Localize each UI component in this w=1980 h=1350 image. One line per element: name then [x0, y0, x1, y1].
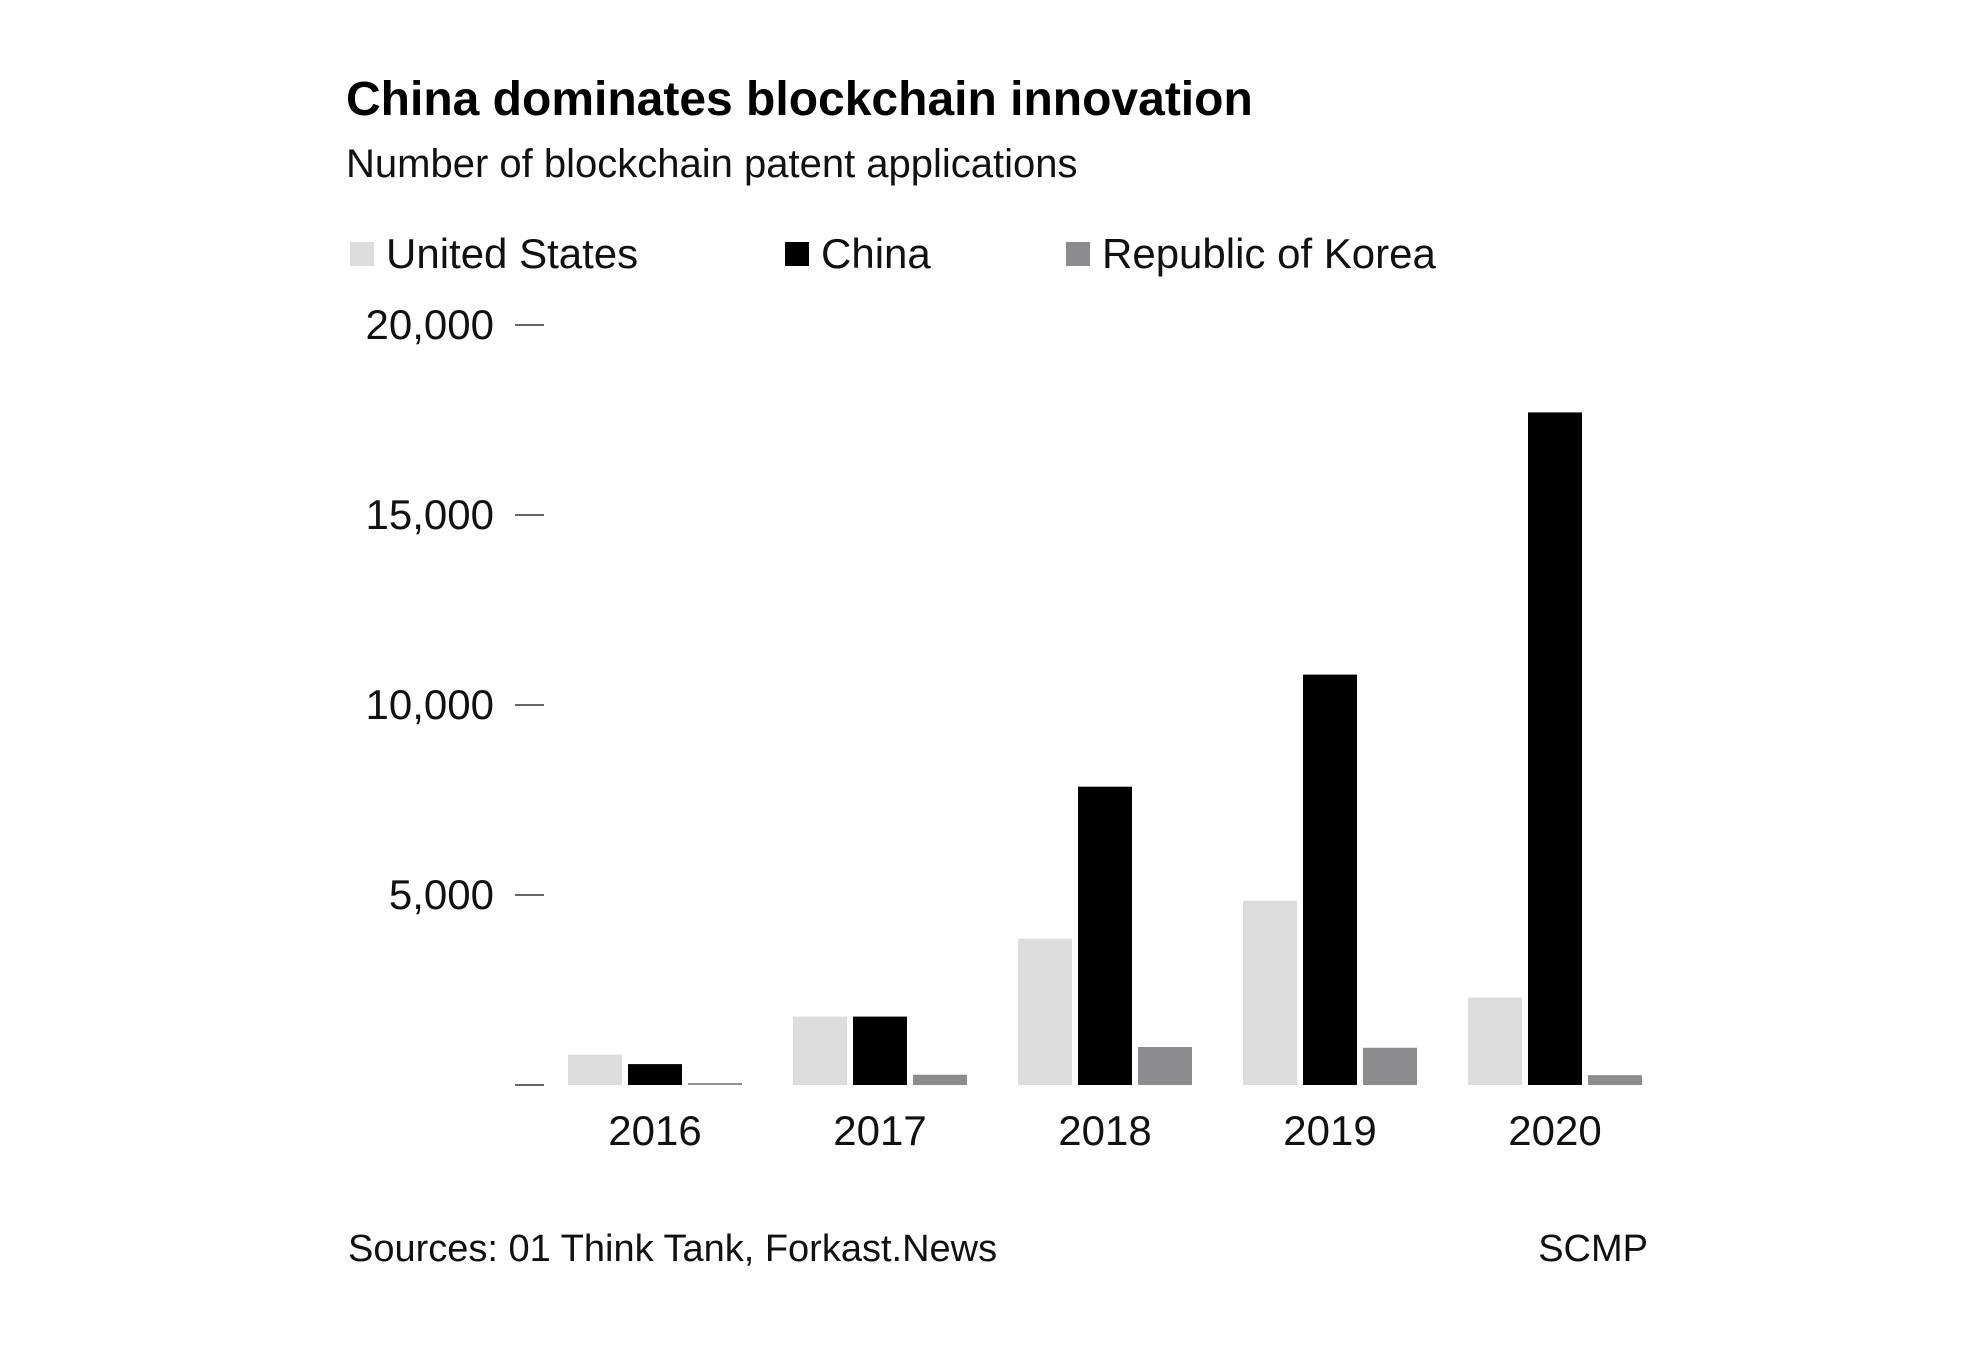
- bar-china-2019: [1303, 674, 1357, 1085]
- x-tick-label-2017: 2017: [833, 1107, 926, 1154]
- x-tick-label-2016: 2016: [608, 1107, 701, 1154]
- source-note: Sources: 01 Think Tank, Forkast.News: [348, 1228, 998, 1270]
- bar-republic-of-korea-2018: [1138, 1047, 1192, 1085]
- bar-republic-of-korea-2016: [688, 1083, 742, 1085]
- bar-republic-of-korea-2019: [1363, 1047, 1417, 1085]
- bar-united-states-2019: [1243, 900, 1297, 1085]
- bar-republic-of-korea-2020: [1588, 1075, 1642, 1085]
- bar-united-states-2017: [793, 1016, 847, 1085]
- legend-swatch-united-states: [350, 242, 374, 266]
- y-tick-label-5000: 5,000: [389, 871, 494, 918]
- legend-swatch-china: [785, 242, 809, 266]
- legend-item-united-states: United States: [350, 226, 638, 282]
- legend-label-china: China: [821, 230, 931, 277]
- legend-swatch-republic-of-korea: [1066, 242, 1090, 266]
- legend-item-china: China: [785, 226, 931, 282]
- legend-label-republic-of-korea: Republic of Korea: [1102, 230, 1436, 277]
- y-tick-label-20000: 20,000: [366, 301, 494, 348]
- chart-title: China dominates blockchain innovation: [346, 73, 1253, 126]
- bar-republic-of-korea-2017: [913, 1074, 967, 1085]
- bar-china-2017: [853, 1016, 907, 1085]
- bar-united-states-2018: [1018, 938, 1072, 1085]
- bar-united-states-2016: [568, 1054, 622, 1085]
- y-tick-label-15000: 15,000: [366, 491, 494, 538]
- x-tick-label-2018: 2018: [1058, 1107, 1151, 1154]
- x-tick-label-2020: 2020: [1508, 1107, 1601, 1154]
- bar-china-2018: [1078, 786, 1132, 1085]
- bar-china-2020: [1528, 412, 1582, 1085]
- publisher-credit: SCMP: [1538, 1228, 1648, 1270]
- x-tick-label-2019: 2019: [1283, 1107, 1376, 1154]
- legend-item-republic-of-korea: Republic of Korea: [1066, 226, 1436, 282]
- bar-united-states-2020: [1468, 997, 1522, 1085]
- chart-subtitle: Number of blockchain patent applications: [346, 142, 1078, 186]
- legend-label-united-states: United States: [386, 230, 639, 277]
- bar-china-2016: [628, 1064, 682, 1085]
- y-tick-label-10000: 10,000: [366, 681, 494, 728]
